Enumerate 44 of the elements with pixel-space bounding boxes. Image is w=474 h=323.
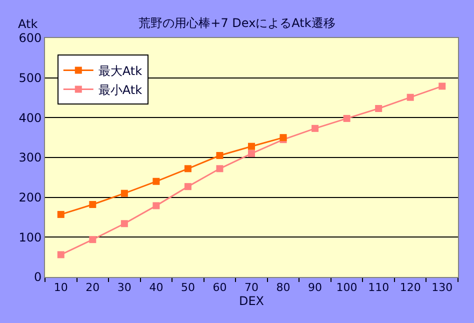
point bbox=[89, 236, 96, 244]
point bbox=[120, 220, 128, 228]
x-tick-label: 10 bbox=[54, 281, 68, 294]
x-tick-label: 20 bbox=[86, 281, 100, 294]
y-tick-label: 100 bbox=[18, 230, 42, 244]
y-tick-label: 0 bbox=[34, 270, 42, 284]
x-axis-title: DEX bbox=[238, 294, 264, 308]
point bbox=[406, 94, 414, 101]
x-tick-label: 40 bbox=[149, 281, 164, 294]
chart-title: 荒野の用心棒+7 DexによるAtk遷移 bbox=[138, 16, 336, 30]
x-tick-label: 120 bbox=[400, 281, 421, 294]
point bbox=[89, 201, 96, 208]
y-tick-label: 600 bbox=[18, 31, 42, 46]
x-tick-label: 90 bbox=[308, 281, 322, 294]
x-tick-label: 100 bbox=[336, 281, 358, 294]
point bbox=[438, 82, 446, 90]
y-axis-title: Atk bbox=[18, 17, 38, 31]
point bbox=[248, 150, 255, 158]
point bbox=[152, 202, 160, 210]
point bbox=[184, 165, 192, 172]
legend-label: 最大Atk bbox=[98, 64, 142, 78]
x-tick-label: 50 bbox=[180, 281, 195, 294]
y-tick-label: 500 bbox=[18, 71, 42, 86]
point bbox=[57, 251, 64, 258]
x-tick-label: 110 bbox=[368, 281, 390, 294]
y-tick-label: 300 bbox=[18, 150, 42, 165]
point bbox=[152, 178, 160, 185]
legend-label: 最小Atk bbox=[98, 82, 142, 97]
point bbox=[343, 114, 350, 122]
point bbox=[184, 183, 192, 190]
point bbox=[216, 152, 224, 160]
y-tick-label: 200 bbox=[18, 190, 42, 205]
point bbox=[375, 105, 382, 112]
x-tick-label: 130 bbox=[432, 281, 453, 294]
x-tick-label: 30 bbox=[117, 281, 132, 294]
x-tick-label: 80 bbox=[276, 281, 290, 294]
point bbox=[312, 124, 319, 132]
x-tick-label: 70 bbox=[244, 281, 258, 294]
point bbox=[120, 190, 128, 197]
point bbox=[216, 165, 224, 172]
y-tick-label: 400 bbox=[18, 110, 42, 125]
point bbox=[248, 142, 255, 150]
x-tick-label: 60 bbox=[212, 281, 227, 294]
point bbox=[57, 210, 64, 218]
